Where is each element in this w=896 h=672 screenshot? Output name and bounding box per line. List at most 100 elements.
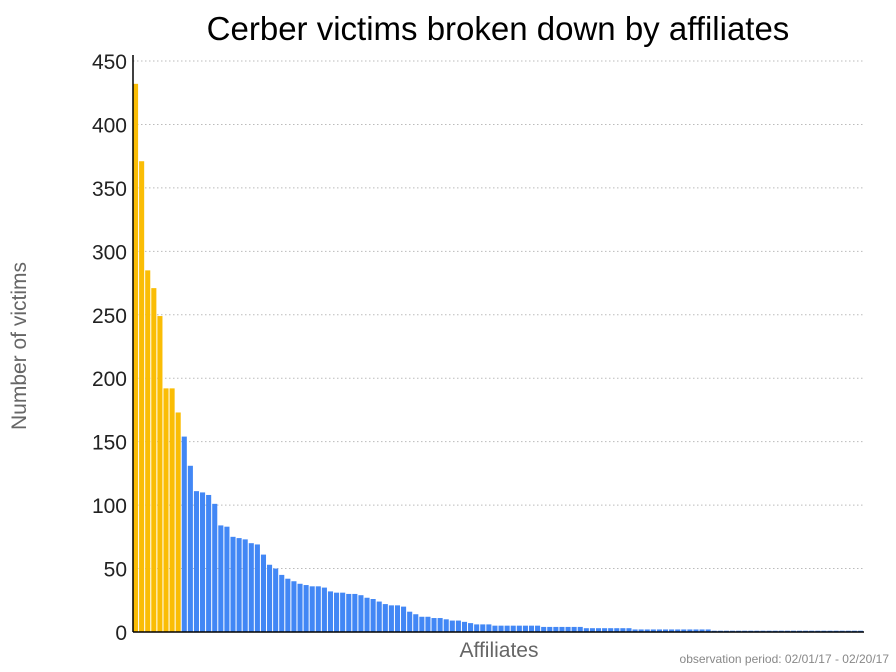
bar-affiliate <box>327 591 334 632</box>
bar-affiliate <box>626 628 632 632</box>
y-tick-label: 350 <box>92 178 127 201</box>
bar-affiliate <box>638 629 644 632</box>
bar-affiliate <box>303 585 309 632</box>
bar-affiliate <box>498 625 504 632</box>
y-tick-label: 300 <box>92 241 127 264</box>
bar-affiliate <box>376 601 382 632</box>
bar-affiliate <box>681 629 687 632</box>
bar-affiliate <box>212 503 218 632</box>
bar-affiliate <box>553 626 559 632</box>
bar-affiliate <box>608 628 614 632</box>
bar-affiliate <box>431 618 437 632</box>
bar-affiliate <box>425 616 431 632</box>
x-axis-label: Affiliates <box>460 639 539 662</box>
bar-affiliate <box>419 616 425 632</box>
bar-affiliate <box>474 624 480 632</box>
bar-affiliate <box>382 604 388 632</box>
bar-affiliate <box>309 586 315 632</box>
bar-affiliate <box>291 581 297 632</box>
bar-affiliate <box>662 629 669 632</box>
bar-affiliate <box>224 526 230 632</box>
bar-affiliate <box>248 543 254 632</box>
bar-affiliate <box>443 619 449 632</box>
bar-affiliate <box>565 626 571 632</box>
bar-affiliate <box>669 629 675 632</box>
bar-affiliate <box>632 629 638 632</box>
bar-affiliate <box>364 597 370 632</box>
bar-affiliate <box>547 626 553 632</box>
bar-affiliate <box>236 538 242 632</box>
bar-top-affiliate <box>169 388 175 632</box>
bar-affiliate <box>699 629 705 632</box>
bar-affiliate <box>242 539 248 632</box>
y-axis-label: Number of victims <box>8 262 31 430</box>
bar-affiliate <box>535 625 541 632</box>
bar-affiliate <box>675 629 681 632</box>
bar-affiliate <box>480 624 486 632</box>
bar-affiliate <box>705 629 711 632</box>
bar-top-affiliate <box>145 270 151 632</box>
bar-affiliate <box>528 625 535 632</box>
bar-top-affiliate <box>151 288 157 632</box>
bar-affiliate <box>193 491 200 632</box>
bar-affiliate <box>230 536 236 632</box>
y-tick-label: 400 <box>92 114 127 137</box>
bar-affiliate <box>486 624 492 632</box>
bar-affiliate <box>510 625 516 632</box>
bar-affiliate <box>254 544 260 632</box>
bar-affiliate <box>461 621 468 632</box>
gridlines <box>133 60 864 570</box>
bar-affiliate <box>559 626 565 632</box>
bar-affiliate <box>394 605 401 632</box>
bar-affiliate <box>589 628 595 632</box>
bar-affiliate <box>267 564 273 632</box>
bar-affiliate <box>187 465 193 632</box>
bar-top-affiliate <box>163 388 169 632</box>
observation-period-note: observation period: 02/01/17 - 02/20/17 <box>680 652 890 666</box>
bar-affiliate <box>321 587 327 632</box>
bar-affiliate <box>334 592 340 632</box>
bar-affiliate <box>260 554 267 632</box>
bar-affiliate <box>273 568 279 632</box>
bar-affiliate <box>687 629 693 632</box>
bar-affiliate <box>516 625 522 632</box>
bar-affiliate <box>650 629 656 632</box>
y-tick-label: 0 <box>115 622 127 645</box>
bar-affiliate <box>388 605 394 632</box>
bar-affiliate <box>346 593 352 632</box>
bar-affiliate <box>541 626 547 632</box>
bar-top-affiliate <box>139 161 145 633</box>
bar-affiliate <box>340 592 346 632</box>
bar-affiliate <box>218 525 224 632</box>
bar-affiliate <box>644 629 650 632</box>
bar-affiliate <box>206 494 212 632</box>
bar-affiliate <box>614 628 620 632</box>
bar-affiliate <box>595 628 602 632</box>
bar-affiliate <box>315 586 321 632</box>
bar-affiliate <box>358 595 364 632</box>
bar-affiliate <box>571 626 577 632</box>
bar-affiliate <box>279 574 285 632</box>
bar-affiliate <box>602 628 608 632</box>
bar-affiliate <box>413 614 419 632</box>
bar-affiliate <box>401 606 407 632</box>
bar-top-affiliate <box>133 83 139 633</box>
y-tick-label: 100 <box>92 495 127 518</box>
y-tick-label: 450 <box>92 51 127 74</box>
bar-affiliate <box>449 620 455 632</box>
y-tick-label: 250 <box>92 305 127 328</box>
bar-affiliate <box>297 583 303 632</box>
bar-affiliate <box>620 628 626 632</box>
bar-affiliate <box>455 620 461 632</box>
bar-affiliate <box>492 625 498 632</box>
bar-affiliate <box>504 625 510 632</box>
bar-affiliate <box>352 593 358 632</box>
bar-affiliate <box>181 436 187 632</box>
bar-affiliate <box>370 599 376 632</box>
y-tick-label: 50 <box>104 559 127 582</box>
y-tick-label: 150 <box>92 432 127 455</box>
bar-affiliate <box>200 492 206 632</box>
bar-affiliate <box>285 578 291 632</box>
bar-affiliate <box>407 611 413 632</box>
